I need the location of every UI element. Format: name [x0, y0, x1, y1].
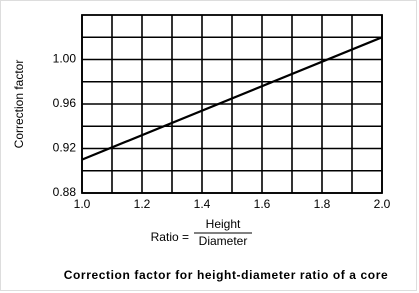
x-tick-label: 2.0: [374, 197, 391, 211]
y-tick-label: 1.00: [53, 52, 77, 66]
data-line: [81, 36, 383, 161]
y-axis-label: Correction factor: [12, 60, 26, 149]
y-tick-label: 0.96: [53, 96, 77, 110]
x-tick-label: 1.6: [254, 197, 271, 211]
x-axis-label-denominator: Diameter: [199, 234, 248, 248]
caption: Correction factor for height-diameter ra…: [64, 268, 389, 282]
x-tick-label: 1.2: [134, 197, 151, 211]
y-tick-label: 0.88: [53, 185, 77, 199]
x-axis-label-numerator: Height: [206, 217, 241, 231]
x-tick-label: 1.0: [74, 197, 91, 211]
x-tick-label: 1.4: [194, 197, 211, 211]
x-axis-label: Ratio =: [151, 230, 189, 244]
y-tick-label: 0.92: [53, 141, 77, 155]
x-tick-label: 1.8: [314, 197, 331, 211]
